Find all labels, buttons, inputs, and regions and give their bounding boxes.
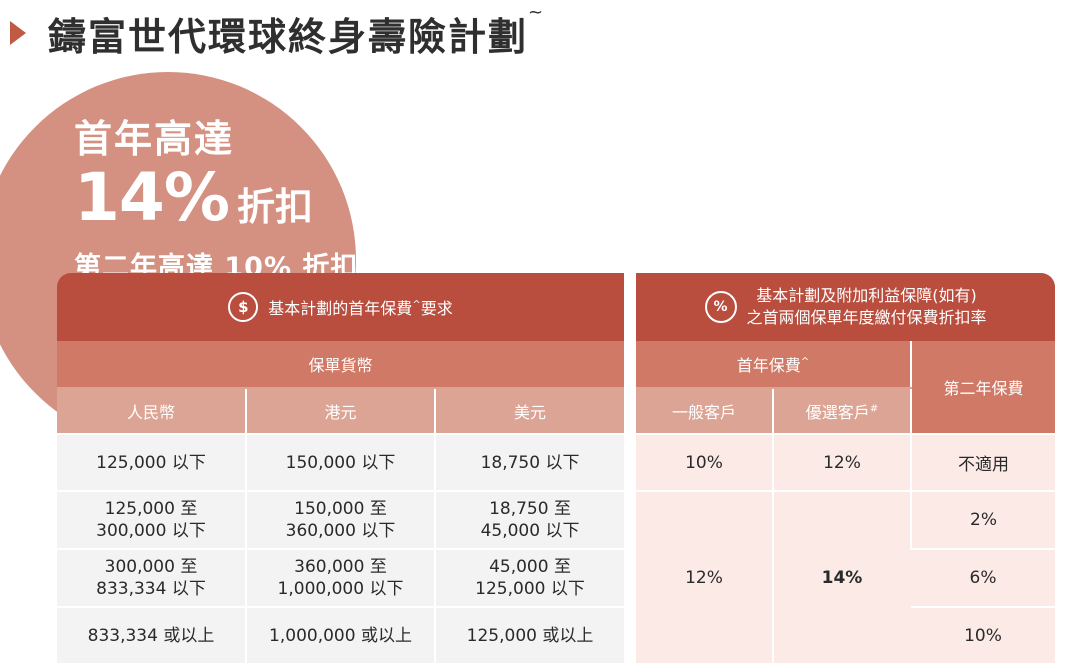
table-cell: 2%: [909, 490, 1056, 549]
table-cell: 18,750 至 45,000 以下: [433, 490, 625, 549]
table-cell: 6%: [911, 548, 1056, 607]
table-row: 833,334 或以上 1,000,000 或以上 125,000 或以上: [57, 606, 625, 663]
table-cell: 150,000 以下: [245, 433, 435, 491]
policy-currency-header: 保單貨幣: [57, 341, 625, 389]
table-cell: 18,750 以下: [433, 433, 625, 491]
column-header-usd: 美元: [433, 388, 625, 434]
column-header-hkd: 港元: [245, 388, 435, 434]
column-header-rmb: 人民幣: [57, 388, 246, 434]
table-row: 12% 14% 2%: [636, 490, 1056, 663]
table-cell: 45,000 至 125,000 以下: [433, 548, 625, 607]
dollar-icon: $: [228, 292, 259, 322]
table-cell: 10%: [911, 606, 1056, 663]
promo-line-1: 首年高達: [74, 117, 235, 161]
premium-requirement-header: $ 基本計劃的首年保費^要求: [57, 273, 625, 341]
table-cell: 不適用: [909, 433, 1056, 491]
table-row: 125,000 至 300,000 以下 150,000 至 360,000 以下 …: [57, 490, 625, 549]
second-year-premium-header: 第二年保費: [909, 341, 1056, 434]
title-arrow-icon: [10, 21, 26, 45]
table-row: 10%: [636, 606, 1056, 663]
premium-requirement-table: $ 基本計劃的首年保費^要求 保單貨幣 人民幣 港元 美元 125,000 以下…: [57, 273, 625, 663]
table-cell: 1,000,000 或以上: [245, 606, 435, 663]
table-row: 10% 12% 不適用: [636, 433, 1056, 491]
promo-discount-label: 折扣: [236, 185, 313, 229]
page-title: 鑄富世代環球終身壽險計劃~: [48, 1, 546, 59]
table-cell: 300,000 至 833,334 以下: [57, 548, 246, 607]
merged-general-rate: 12%: [636, 490, 773, 663]
table-cell: 360,000 至 1,000,000 以下: [245, 548, 435, 607]
table-cell: 125,000 至 300,000 以下: [57, 490, 246, 549]
first-year-premium-header: 首年保費^: [636, 341, 911, 389]
table-cell: 125,000 或以上: [433, 606, 625, 663]
table-row: 6%: [636, 548, 1056, 607]
table-cell: 125,000 以下: [57, 433, 246, 491]
column-header-preferred-customer: 優選客戶#: [772, 388, 911, 434]
table-row: 300,000 至 833,334 以下 360,000 至 1,000,000 以…: [57, 548, 625, 607]
percent-icon: %: [704, 291, 737, 323]
promo-line-2: 14% 折扣: [74, 164, 358, 249]
promo-text: 首年高達 14% 折扣 第二年高達 10% 折扣: [74, 114, 358, 287]
table-row: 125,000 以下 150,000 以下 18,750 以下: [57, 433, 625, 491]
title-bar: 鑄富世代環球終身壽險計劃~: [10, 1, 546, 59]
table-cell: 12%: [772, 433, 911, 491]
promo-discount-value: 14%: [74, 159, 230, 236]
discount-rate-header: % 基本計劃及附加利益保障(如有) 之首兩個保單年度繳付保費折扣率: [636, 273, 1056, 341]
column-header-general-customer: 一般客戶: [636, 388, 773, 434]
discount-rate-table: % 基本計劃及附加利益保障(如有) 之首兩個保單年度繳付保費折扣率 首年保費^ …: [636, 273, 1056, 663]
table-cell: 10%: [636, 433, 773, 491]
table-cell: 833,334 或以上: [57, 606, 246, 663]
table-cell: 150,000 至 360,000 以下: [245, 490, 435, 549]
merged-preferred-rate: 14%: [772, 490, 911, 663]
